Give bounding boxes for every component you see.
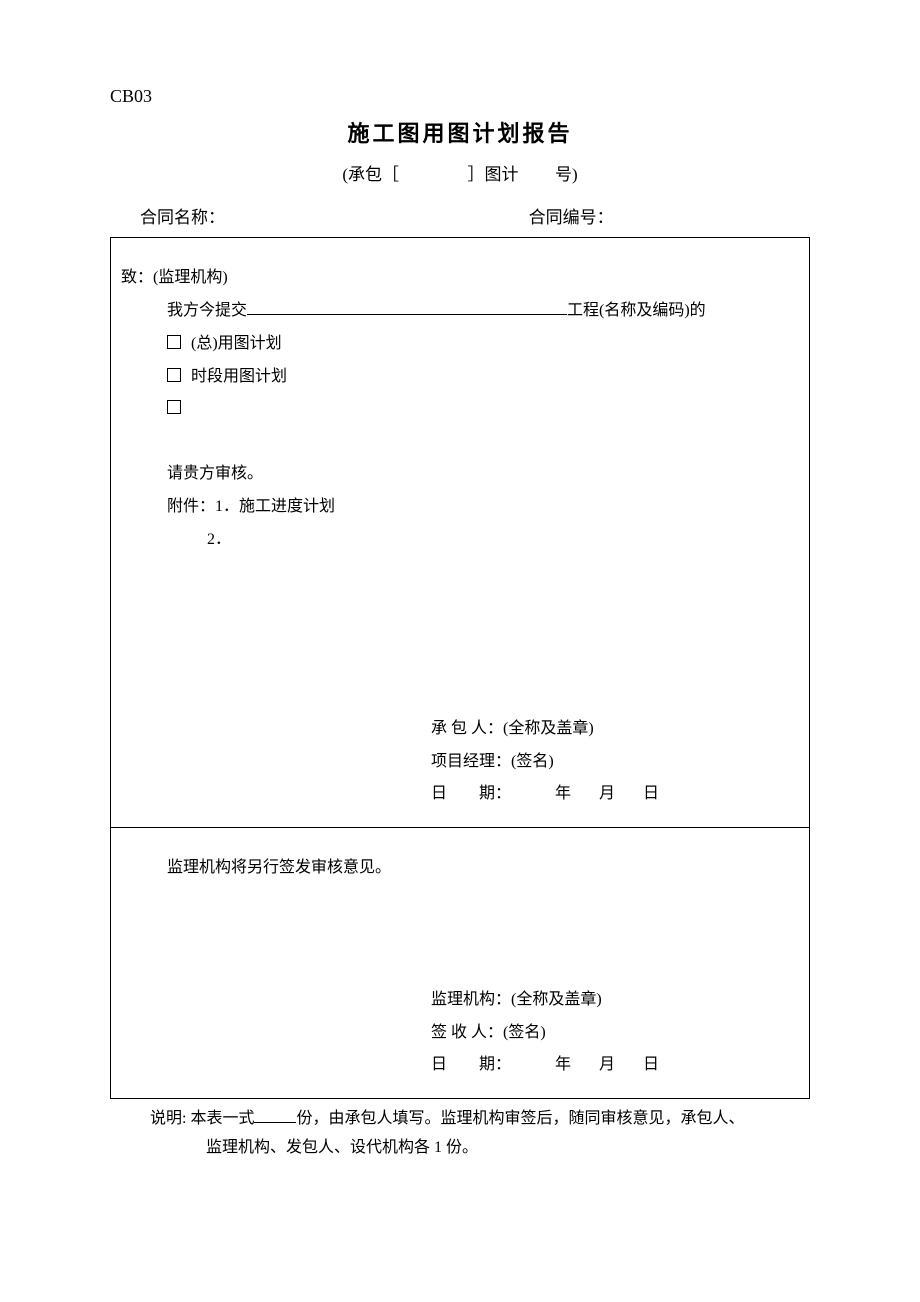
checkbox-2[interactable] [167, 368, 181, 382]
contract-no-label: 合同编号： [529, 203, 810, 234]
org-label: 监理机构： [431, 991, 511, 1008]
subtitle-mid: ］图计 [468, 165, 519, 184]
checkbox-3[interactable] [167, 400, 181, 414]
header-row: 合同名称： 合同编号： [110, 203, 810, 234]
note-line-1: 说明: 本表一式 份，由承包人填写。监理机构审签后，随同审核意见，承包人、 [142, 1099, 810, 1134]
checkbox-row-3 [121, 395, 789, 424]
receiver-label: 签 收 人： [431, 1024, 503, 1041]
note-line-2: 监理机构、发包人、设代机构各 1 份。 [110, 1134, 810, 1163]
to-label: 致： [121, 269, 153, 286]
form-code: CB03 [110, 80, 810, 112]
review-request: 请贵方审核。 [121, 460, 789, 489]
date-label-bottom: 日 期： [431, 1051, 511, 1080]
page-title: 施工图用图计划报告 [110, 114, 810, 154]
pm-label: 项目经理： [431, 753, 511, 770]
date-month-bottom: 月 [599, 1051, 615, 1080]
checkbox-1-label: (总)用图计划 [191, 335, 282, 352]
subtitle: (承包［ ］图计 号) [110, 160, 810, 191]
project-name-blank[interactable] [247, 297, 567, 315]
note-1b: 份，由承包人填写。监理机构审签后，随同审核意见，承包人、 [296, 1110, 744, 1127]
subtitle-prefix: (承包［ [342, 165, 399, 184]
note-prefix: 说明: [150, 1110, 186, 1127]
checkbox-row-2: 时段用图计划 [121, 363, 789, 392]
supervisor-section: 监理机构将另行签发审核意见。 监理机构：(全称及盖章) 签 收 人：(签名) 日… [111, 828, 809, 1098]
checkbox-row-1: (总)用图计划 [121, 330, 789, 359]
checkbox-2-label: 时段用图计划 [191, 368, 287, 385]
submit-line: 我方今提交 工程(名称及编码)的 [121, 297, 789, 326]
contractor-signature-block: 承 包 人：(全称及盖章) 项目经理：(签名) 日 期： 年月日 [431, 711, 659, 813]
contract-name-label: 合同名称： [140, 203, 529, 234]
date-year-top: 年 [555, 780, 571, 809]
contractor-hint: (全称及盖章) [503, 720, 594, 737]
supervisor-body: 监理机构将另行签发审核意见。 [121, 854, 789, 883]
pm-hint: (签名) [511, 753, 554, 770]
contractor-section: 致：(监理机构) 我方今提交工程(名称及编码)的 (总)用图计划 时段用图计划 … [111, 238, 809, 828]
form-box: 致：(监理机构) 我方今提交工程(名称及编码)的 (总)用图计划 时段用图计划 … [110, 237, 810, 1099]
to-value: (监理机构) [153, 269, 228, 286]
note-1a: 本表一式 [190, 1110, 254, 1127]
org-hint: (全称及盖章) [511, 991, 602, 1008]
supervisor-signature-block: 监理机构：(全称及盖章) 签 收 人：(签名) 日 期： 年月日 [431, 982, 659, 1084]
checkbox-1[interactable] [167, 335, 181, 349]
copies-blank[interactable] [254, 1106, 296, 1123]
to-line: 致：(监理机构) [121, 264, 789, 293]
submit-prefix: 我方今提交 [167, 302, 247, 319]
date-month-top: 月 [599, 780, 615, 809]
date-day-top: 日 [643, 780, 659, 809]
attachment-1: 附件：1．施工进度计划 [121, 493, 789, 522]
date-year-bottom: 年 [555, 1051, 571, 1080]
date-label-top: 日 期： [431, 780, 511, 809]
receiver-hint: (签名) [503, 1024, 546, 1041]
date-day-bottom: 日 [643, 1051, 659, 1080]
submit-suffix: 工程(名称及编码)的 [567, 302, 706, 319]
contractor-label: 承 包 人： [431, 720, 503, 737]
subtitle-suffix: 号) [555, 165, 578, 184]
attachment-2: 2． [121, 526, 789, 555]
